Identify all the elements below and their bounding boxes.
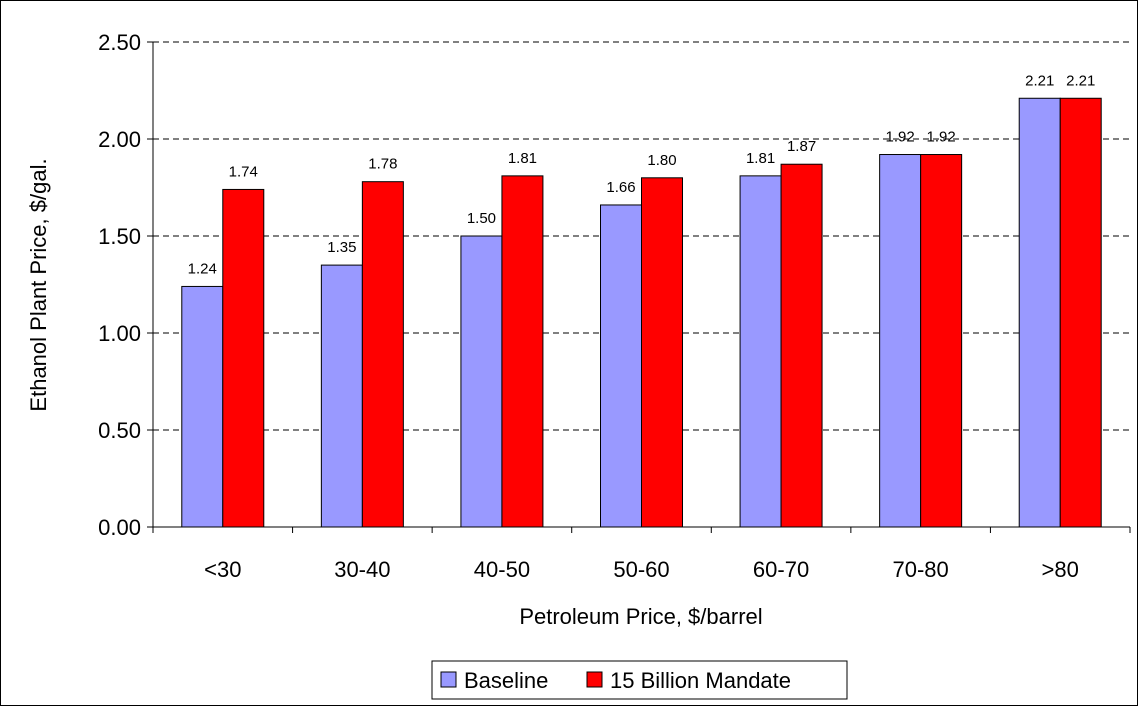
bar-baseline [1018,97,1061,528]
bar-mandate [780,163,823,528]
bar-baseline [879,154,922,528]
legend-swatch-baseline [440,671,457,688]
bar-baseline [600,204,642,528]
data-label: 2.21 [1025,72,1054,89]
bar-mandate [1059,97,1102,528]
tick-labels: 0.00 0.50 1.00 1.50 2.00 2.50 <30 30-40 40-50 50-… [98,30,1079,582]
legend-label-baseline: Baseline [464,668,548,693]
bar-mandate [501,175,544,528]
bars [181,97,1102,528]
bar-baseline [320,264,363,528]
x-tick-label: 70-80 [893,557,949,582]
data-label: 1.87 [787,138,816,155]
x-tick-label: 60-70 [753,557,809,582]
y-tick-label: 1.00 [98,321,141,346]
x-tick-label: 40-50 [474,557,530,582]
bar-mandate [641,177,683,528]
gridlines [153,41,1130,431]
data-label: 1.80 [647,152,676,169]
data-label: 1.66 [606,179,635,196]
legend-label-mandate: 15 Billion Mandate [610,668,791,693]
data-label: 1.81 [746,150,775,167]
data-label: 1.81 [508,150,537,167]
data-label: 1.74 [229,163,258,180]
x-tick-label: <30 [204,557,241,582]
bar-baseline [181,285,224,528]
legend: Baseline 15 Billion Mandate [431,660,848,700]
data-labels: 1.24 1.35 1.50 1.66 1.81 1.92 2.21 1.74 1.78 1.81… [188,72,1096,277]
y-tick-label: 2.00 [98,127,141,152]
bar-mandate [920,154,963,528]
x-tick-label: 50-60 [613,557,669,582]
y-tick-label: 1.50 [98,224,141,249]
legend-box [431,660,848,700]
data-label: 1.50 [467,210,496,227]
y-tick-label: 0.00 [98,515,141,540]
y-axis-title: Ethanol Plant Price, $/gal. [26,158,51,411]
x-tick-label: >80 [1042,557,1079,582]
legend-swatch-mandate [586,671,603,688]
data-label: 1.92 [927,129,956,146]
data-label: 1.35 [327,239,356,256]
data-label: 1.78 [368,156,397,173]
bar-mandate [222,188,265,528]
bar-mandate [361,181,404,528]
x-tick-label: 30-40 [334,557,390,582]
bar-baseline [460,235,503,528]
y-tick-label: 2.50 [98,30,141,55]
data-label: 2.21 [1066,72,1095,89]
data-label: 1.24 [188,260,217,277]
bar-baseline [739,175,782,528]
data-label: 1.92 [886,129,915,146]
x-axis-title: Petroleum Price, $/barrel [519,604,762,629]
y-tick-label: 0.50 [98,418,141,443]
